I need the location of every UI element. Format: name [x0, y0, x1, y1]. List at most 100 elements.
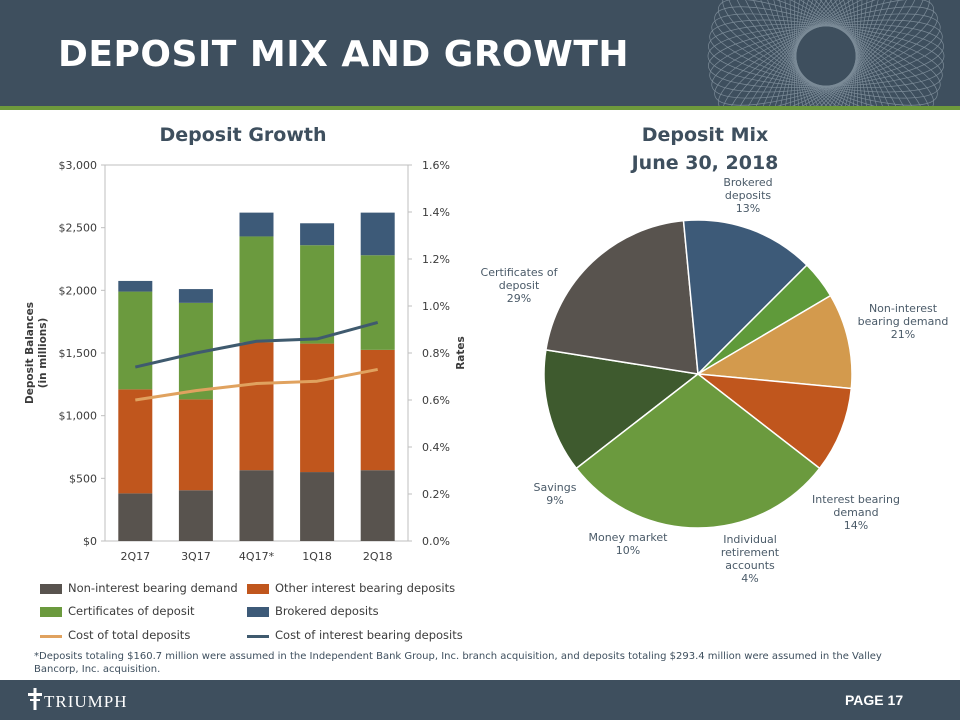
pie-label-brokered: Brokered deposits 13% — [708, 176, 788, 215]
pie-label-ira: Individual retirement accounts 4% — [708, 533, 792, 585]
bar-chart-title: Deposit Growth — [159, 124, 327, 146]
bar-segment — [118, 389, 153, 494]
x-tick-label: 3Q17 — [181, 550, 211, 563]
deposit-growth-chart: $0 $500 $1,000 $1,500 $2,000 $2,500 $3,000 0.0%… — [24, 159, 467, 563]
y-tick-label: $2,000 — [59, 284, 98, 297]
legend-swatch — [247, 584, 269, 594]
legend-swatch — [40, 607, 62, 617]
y2-tick-label: 0.4% — [422, 441, 450, 454]
slide-title: DEPOSIT MIX AND GROWTH — [58, 34, 630, 75]
bar-segment — [300, 472, 335, 541]
pie-slice — [695, 373, 853, 470]
y2-tick-label: 0.2% — [422, 488, 450, 501]
bar-segment — [239, 236, 274, 343]
pie-label-line: Individual — [723, 533, 777, 546]
bar-segment — [118, 280, 153, 292]
pie-label-line: deposits — [724, 189, 772, 202]
bar-segment — [118, 291, 153, 390]
legend-label: Cost of total deposits — [68, 628, 191, 642]
y-tick-label: $1,500 — [59, 347, 98, 360]
pie-label-line: retirement — [720, 546, 780, 559]
y-tick-label: $1,000 — [59, 410, 98, 423]
bar-segment — [239, 342, 274, 471]
pie-label-line: Savings — [533, 481, 577, 494]
bar-segment — [360, 212, 395, 256]
pie-label-line: deposit — [498, 279, 540, 292]
y-tick-label: $500 — [69, 472, 97, 485]
x-tick-label: 4Q17* — [239, 550, 275, 563]
bar-segment — [239, 470, 274, 541]
y2-tick-label: 0.8% — [422, 347, 450, 360]
y2-tick-label: 1.4% — [422, 206, 450, 219]
guilloche-rosette-icon — [707, 0, 945, 106]
x-tick-label: 1Q18 — [302, 550, 332, 563]
pie-label-pct: 21% — [890, 328, 916, 341]
y-axis-label: Deposit Balances(in millions) — [24, 302, 49, 404]
pie-chart-subtitle: June 30, 2018 — [631, 152, 779, 174]
pie-chart-title: Deposit Mix — [641, 124, 769, 146]
pie-label-line: Brokered — [723, 176, 773, 189]
pie-label-pct: 4% — [741, 572, 759, 585]
bar-segment — [360, 470, 395, 541]
legend-line — [247, 635, 269, 638]
pie-label-pct: 13% — [735, 202, 761, 215]
y-tick-label: $3,000 — [59, 159, 98, 172]
slide-footer: TRIUMPH PAGE 17 — [0, 680, 960, 720]
legend-label: Brokered deposits — [275, 604, 379, 618]
triumph-logo-icon — [28, 688, 42, 710]
bar-segment — [178, 399, 213, 491]
bar-segment — [360, 349, 395, 471]
rosette-loop — [707, 25, 945, 87]
pie-label-pct: 14% — [843, 519, 869, 532]
legend-label: Cost of interest bearing deposits — [275, 628, 463, 642]
pie-label-interest-bearing: Interest bearing demand 14% — [800, 493, 912, 532]
bar-segment — [178, 289, 213, 303]
pie-label-line: Non-interest — [868, 302, 938, 315]
pie-label-savings: Savings 9% — [522, 481, 588, 507]
page-number: PAGE 17 — [845, 692, 904, 708]
pie-slice — [575, 373, 821, 529]
bar-segment — [300, 245, 335, 344]
rosette-loop — [722, 0, 930, 106]
slide-header: DEPOSIT MIX AND GROWTH — [0, 0, 960, 106]
legend-swatch — [247, 607, 269, 617]
pie-label-non-interest: Non-interest bearing demand 21% — [848, 302, 958, 341]
bar-segment — [118, 493, 153, 541]
logo-text: TRIUMPH — [44, 692, 128, 711]
bar-segment — [239, 212, 274, 237]
rosette-loop — [708, 24, 944, 88]
x-tick-label: 2Q17 — [120, 550, 150, 563]
series-line — [135, 367, 378, 402]
pie-label-line: accounts — [725, 559, 775, 572]
y2-tick-label: 0.6% — [422, 394, 450, 407]
bar-segment — [300, 223, 335, 246]
bar-segment — [360, 255, 395, 350]
y2-axis-label: Rates — [455, 336, 467, 370]
y2-tick-label: 0.0% — [422, 535, 450, 548]
pie-label-line: Certificates of — [480, 266, 558, 279]
y2-tick-label: 1.0% — [422, 300, 450, 313]
deposit-mix-pie — [543, 219, 853, 529]
pie-slice — [545, 219, 699, 375]
pie-label-line: bearing demand — [857, 315, 949, 328]
pie-label-line: demand — [833, 506, 879, 519]
bar-segment — [178, 490, 213, 541]
header-rule — [0, 106, 960, 110]
legend-label: Certificates of deposit — [68, 604, 195, 618]
bar-segment — [300, 343, 335, 473]
pie-slice — [682, 219, 808, 376]
pie-label-line: Interest bearing — [812, 493, 900, 506]
pie-slice — [543, 349, 700, 470]
y-tick-label: $0 — [83, 535, 97, 548]
pie-slice — [695, 294, 853, 390]
pie-label-line: Money market — [588, 531, 668, 544]
legend-line — [40, 635, 62, 638]
pie-label-certificates: Certificates of deposit 29% — [472, 266, 566, 305]
pie-label-pct: 9% — [546, 494, 564, 507]
y-axis-label-line: Deposit Balances — [24, 302, 36, 404]
legend-label: Other interest bearing deposits — [275, 581, 456, 595]
pie-label-pct: 10% — [615, 544, 641, 557]
y-axis-label-line: (in millions) — [37, 318, 49, 389]
pie-label-money-market: Money market 10% — [580, 531, 676, 557]
y2-tick-label: 1.6% — [422, 159, 450, 172]
